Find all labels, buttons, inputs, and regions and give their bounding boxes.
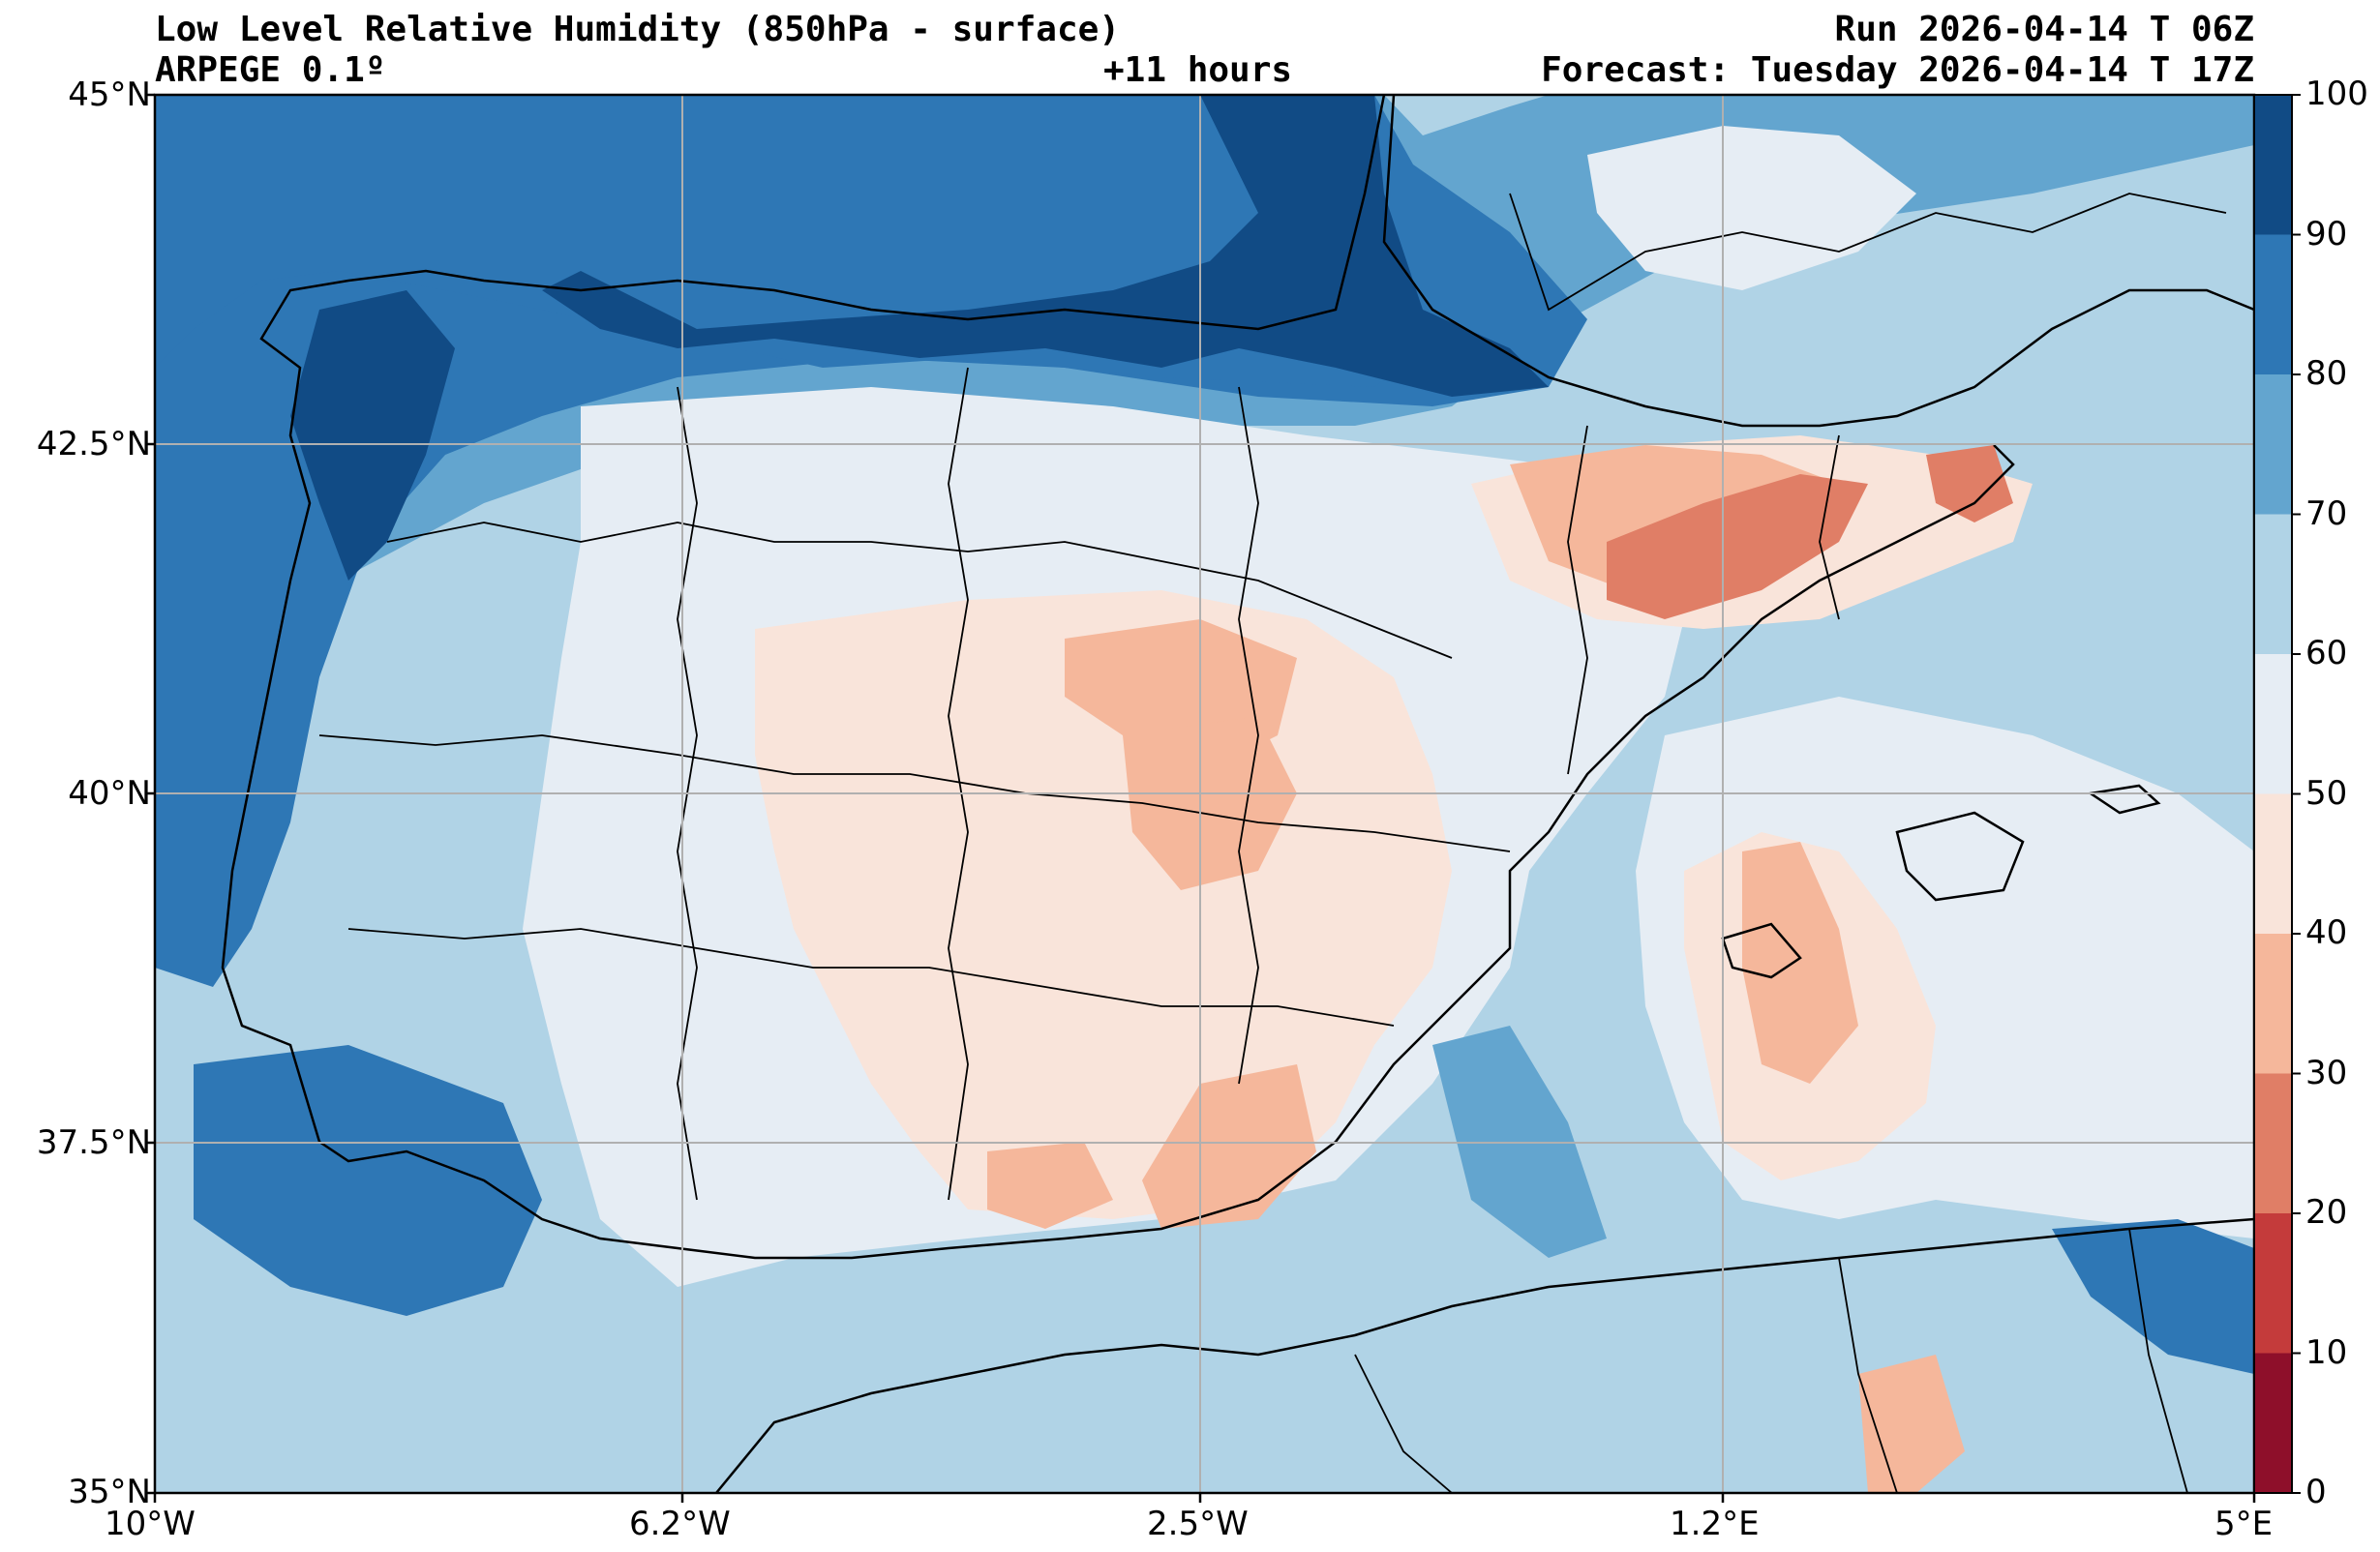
border-1: [386, 522, 1453, 659]
ibiza-coast: [1721, 922, 1802, 979]
field-galicia-90: [290, 290, 455, 581]
border-2: [318, 734, 1511, 852]
model-label: ARPEGE 0.1º: [155, 50, 386, 90]
border-3: [347, 928, 1395, 1027]
lat-tick-label: 45°N: [68, 75, 151, 114]
field-band-50: [755, 590, 1452, 1219]
colorbar-tick-label: 70: [2305, 493, 2348, 533]
forecast-label: Forecast: Tuesday 2026-04-14 T 17Z: [1541, 50, 2254, 90]
colorbar-tick-label: 30: [2305, 1053, 2348, 1092]
colorbar: [2253, 94, 2301, 1494]
colorbar-tick-label: 50: [2305, 773, 2348, 813]
lat-tick-label: 40°N: [68, 774, 151, 813]
lon-tick-label: 6.2°W: [629, 1505, 731, 1543]
colorbar-segment: [2254, 793, 2292, 935]
border-12: [2128, 1228, 2188, 1493]
colorbar-tick-label: 40: [2305, 913, 2348, 952]
field-catalonia-30: [1926, 445, 2013, 522]
colorbar-segment: [2254, 234, 2292, 375]
lead-time-label: +11 hours: [1103, 50, 1293, 90]
lon-tick-label: 2.5°W: [1147, 1505, 1249, 1543]
map-title: Low Level Relative Humidity (850hPa - su…: [155, 10, 1120, 49]
border-9: [1509, 193, 2227, 312]
field-france-60: [1587, 126, 1916, 290]
colorbar-tick-label: 100: [2305, 75, 2368, 113]
colorbar-tick-label: 0: [2305, 1473, 2327, 1511]
lon-tick-label: 1.2°E: [1670, 1505, 1760, 1543]
colorbar-segment: [2254, 654, 2292, 794]
mallorca-coast: [1895, 811, 2025, 902]
field-algeria-80: [2052, 1219, 2254, 1374]
lon-tick-label: 10°W: [105, 1505, 196, 1543]
menorca-coast: [2087, 784, 2161, 815]
colorbar-segment: [2254, 95, 2292, 235]
colorbar-segment: [2254, 934, 2292, 1074]
tick-marks: [145, 93, 2256, 1503]
africa-coast: [715, 1217, 2254, 1493]
colorbar-tick-label: 10: [2305, 1332, 2348, 1372]
france-coast: [1382, 95, 2254, 428]
colorbar-segment: [2254, 514, 2292, 655]
coastlines: [221, 95, 2254, 1493]
colorbar-segment: [2254, 1213, 2292, 1354]
border-7: [1567, 425, 1588, 775]
colorbar-tick-label: 20: [2305, 1193, 2348, 1232]
lat-tick-label: 42.5°N: [36, 425, 151, 463]
lat-tick-label: 35°N: [68, 1473, 151, 1511]
field-ebro-30: [1607, 474, 1868, 619]
lat-tick-label: 37.5°N: [36, 1123, 151, 1162]
border-11: [1838, 1257, 1898, 1493]
border-6: [1238, 386, 1259, 1085]
colorbar-tick-label: 60: [2305, 634, 2348, 672]
colorbar-segment: [2254, 1353, 2292, 1494]
border-10: [1354, 1354, 1453, 1493]
colorbar-tick-label: 90: [2305, 214, 2348, 254]
colorbar-tick-label: 80: [2305, 354, 2348, 393]
border-8: [1819, 434, 1840, 620]
lon-tick-label: 5°E: [2214, 1505, 2274, 1543]
gridlines: [155, 95, 2254, 1493]
field-band-90: [542, 95, 1549, 397]
field-granada-40: [987, 1142, 1113, 1229]
run-label: Run 2026-04-14 T 06Z: [1834, 10, 2254, 49]
field-balearic-40: [1742, 842, 1858, 1084]
colorbar-segment: [2254, 1073, 2292, 1214]
colorbar-segment: [2254, 374, 2292, 515]
field-cadiz-80: [194, 1045, 542, 1316]
border-5: [948, 367, 969, 1201]
iberia-coast: [221, 95, 2015, 1260]
